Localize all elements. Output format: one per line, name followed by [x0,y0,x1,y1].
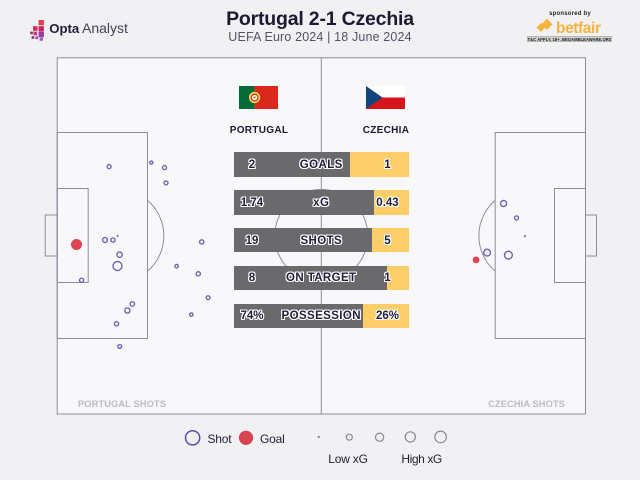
svg-text:Opta: Opta [49,21,80,36]
svg-text:betfair: betfair [556,20,601,36]
svg-text:Analyst: Analyst [82,20,128,36]
